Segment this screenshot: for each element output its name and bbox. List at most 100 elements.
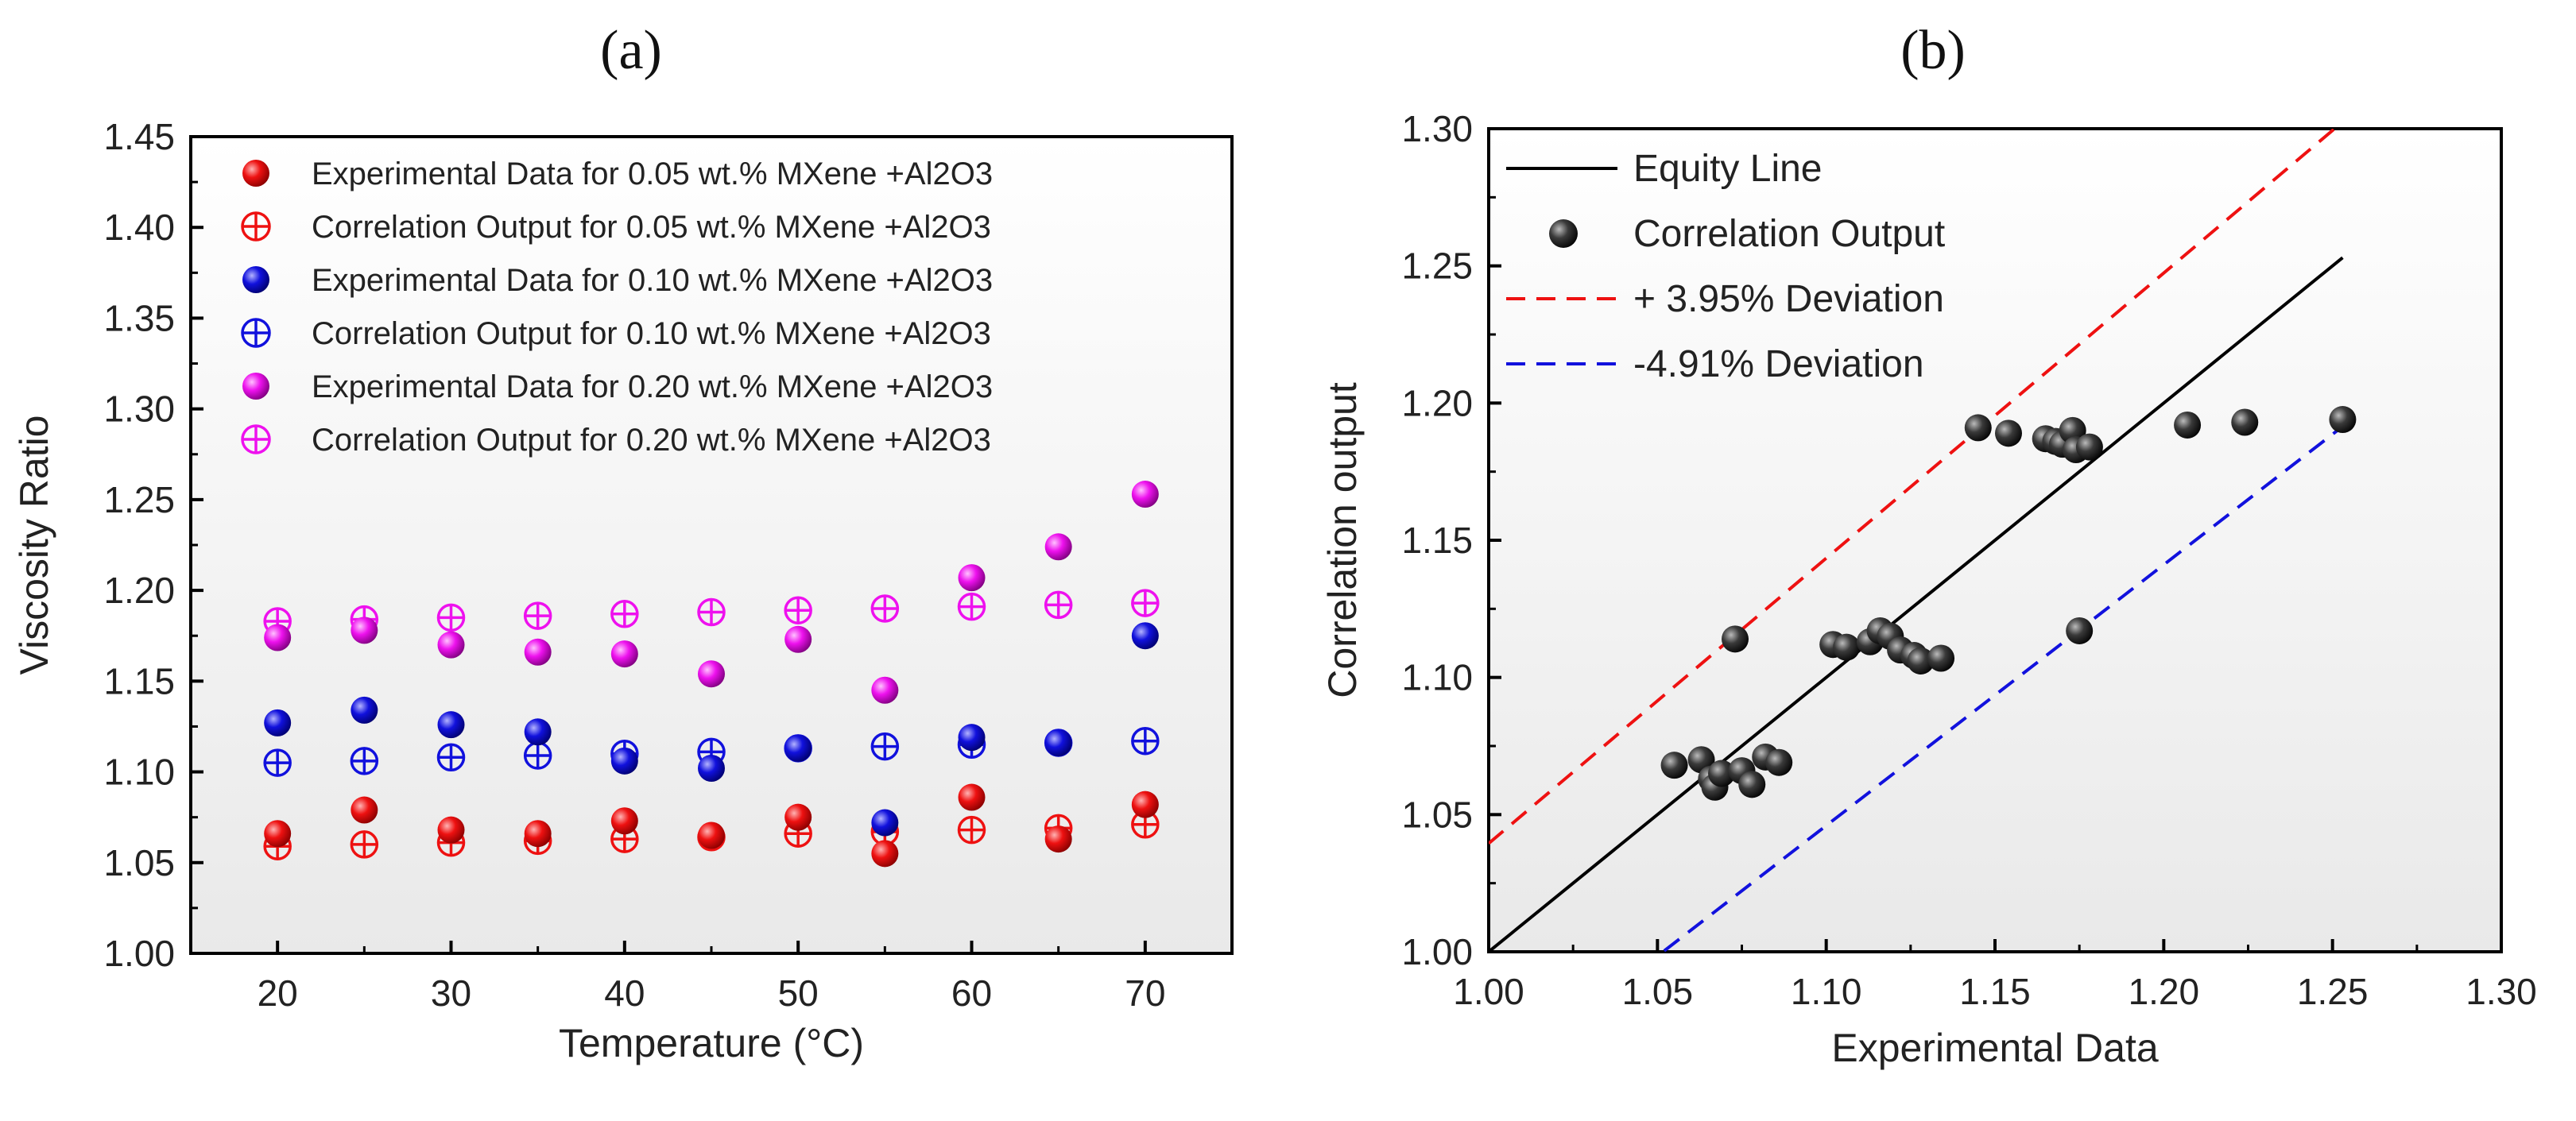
- panel-b-correlation-point: [1722, 625, 1749, 653]
- panel-a-experimental-point: [871, 840, 899, 868]
- legend-marker-correlation-output: [1549, 219, 1578, 248]
- panel-a-experimental-point: [958, 564, 986, 592]
- panel-a-correlation-point: [870, 594, 900, 623]
- panel-b-minus-deviation-line: [1663, 425, 2344, 952]
- panel-b-correlation-point: [1833, 633, 1861, 661]
- panel-a-y-tick-label: 1.00: [103, 933, 175, 974]
- legend-marker-exp-005: [242, 160, 269, 187]
- legend-marker-exp-010: [242, 266, 269, 293]
- panel-a-y-axis: 1.00 1.05 1.10 1.15 1.20 1.25 1.30 1.35 1.40 1.45: [103, 116, 203, 974]
- panel-a-experimental-point: [784, 734, 812, 762]
- panel-a-correlation-point: [350, 830, 379, 859]
- panel-a-correlation-point: [436, 603, 466, 632]
- legend-marker-exp-020: [242, 373, 269, 400]
- panel-a-y-tick-label: 1.05: [103, 842, 175, 883]
- panel-a-x-tick-label: 60: [951, 972, 992, 1014]
- panel-a-correlation-point: [1131, 726, 1160, 756]
- panel-a-legend: Experimental Data for 0.05 wt.% MXene +A…: [241, 157, 993, 458]
- panel-a-label: (a): [600, 20, 662, 81]
- panel-b-correlation-point: [1964, 414, 1992, 442]
- panel-b-x-tick-label: 1.15: [1959, 971, 2031, 1012]
- panel-a-x-tick-label: 70: [1125, 972, 1165, 1014]
- panel-a-correlation-point: [436, 743, 466, 772]
- panel-a-experimental-point: [610, 640, 638, 668]
- panel-b-correlation-point: [1738, 771, 1766, 798]
- panel-b-x-tick-label: 1.30: [2466, 971, 2537, 1012]
- panel-a-experimental-point: [1044, 729, 1072, 757]
- legend-label-correlation-output: Correlation Output: [1633, 213, 1945, 255]
- panel-a-experimental-point: [524, 718, 552, 746]
- panel-a-experimental-point: [958, 724, 986, 752]
- panel-a-correlation-point: [1131, 589, 1160, 617]
- legend-label-exp-010: Experimental Data for 0.10 wt.% MXene +A…: [312, 263, 993, 298]
- panel-a-experimental-point: [698, 660, 725, 688]
- panel-a-correlation-point: [350, 747, 379, 775]
- legend-label-exp-020: Experimental Data for 0.20 wt.% MXene +A…: [312, 369, 993, 404]
- panel-b-x-tick-label: 1.00: [1453, 971, 1524, 1012]
- panel-b-correlation-point: [2066, 617, 2094, 644]
- legend-label-minus-deviation: -4.91% Deviation: [1633, 343, 1924, 385]
- panel-b-y-tick-label: 1.05: [1401, 794, 1473, 835]
- panel-a-y-tick-label: 1.30: [103, 388, 175, 430]
- panel-a-experimental-point: [958, 783, 986, 811]
- panel-b-correlation-point: [2174, 411, 2202, 439]
- panel-a-x-tick-label: 50: [778, 972, 819, 1014]
- panel-b-correlation-point: [2329, 406, 2357, 434]
- panel-b-x-tick-label: 1.20: [2129, 971, 2200, 1012]
- panel-a-experimental-point: [871, 809, 899, 837]
- legend-marker-corr-020: [241, 424, 271, 454]
- panel-b-x-axis: 1.00 1.05 1.10 1.15 1.20 1.25 1.30: [1453, 939, 2537, 1012]
- panel-b: (b) 1.001.051.101.151.201.251.30 1.00 1.0…: [1320, 20, 2537, 1070]
- panel-a-experimental-point: [1131, 622, 1159, 650]
- panel-a-experimental-point: [871, 676, 899, 704]
- panel-a-experimental-point: [610, 747, 638, 775]
- panel-b-x-tick-label: 1.10: [1791, 971, 1862, 1012]
- panel-b-y-tick-label: 1.25: [1401, 245, 1473, 287]
- panel-b-correlation-point: [1927, 644, 1955, 672]
- panel-a-experimental-point: [264, 624, 292, 651]
- panel-a-experimental-point: [1044, 533, 1072, 561]
- panel-b-equity-line: [1489, 256, 2344, 952]
- panel-a-experimental-point: [264, 709, 292, 736]
- panel-a-experimental-point: [524, 820, 552, 848]
- panel-b-legend: Equity Line Correlation Output + 3.95% D…: [1506, 148, 1945, 385]
- panel-a-experimental-point: [1131, 790, 1159, 818]
- panel-a-x-axis: 20 30 40 50 60 70: [258, 941, 1165, 1014]
- panel-a-data-points: [263, 481, 1160, 868]
- panel-b-reference-lines: [1489, 129, 2344, 952]
- panel-a-x-tick-label: 40: [604, 972, 645, 1014]
- panel-a-y-tick-label: 1.35: [103, 297, 175, 338]
- panel-a-x-axis-title: Temperature (°C): [559, 1021, 864, 1065]
- panel-a-experimental-point: [437, 711, 465, 739]
- panel-a-y-tick-label: 1.40: [103, 207, 175, 248]
- panel-a-experimental-point: [784, 803, 812, 831]
- legend-label-corr-020: Correlation Output for 0.20 wt.% MXene +…: [312, 423, 991, 458]
- panel-b-x-tick-label: 1.05: [1622, 971, 1694, 1012]
- panel-a-experimental-point: [784, 625, 812, 653]
- legend-marker-corr-010: [241, 318, 271, 348]
- panel-b-correlation-point: [2231, 408, 2259, 436]
- panel-b-y-tick-label: 1.15: [1401, 520, 1473, 561]
- legend-label-exp-005: Experimental Data for 0.05 wt.% MXene +A…: [312, 157, 993, 191]
- panel-a-experimental-point: [351, 617, 378, 644]
- panel-a-y-axis-title: Viscosity Ratio: [12, 416, 56, 675]
- panel-a-correlation-point: [523, 601, 552, 630]
- panel-a-correlation-point: [523, 741, 552, 770]
- panel-b-plus-deviation-line: [1489, 129, 2338, 845]
- panel-a-y-tick-label: 1.45: [103, 116, 175, 157]
- panel-a-correlation-point: [957, 592, 986, 621]
- legend-label-corr-005: Correlation Output for 0.05 wt.% MXene +…: [312, 210, 991, 245]
- panel-b-correlation-point: [1907, 647, 1935, 675]
- panel-a-correlation-point: [697, 597, 726, 627]
- panel-b-correlation-point: [1994, 419, 2022, 447]
- panel-a-experimental-point: [610, 807, 638, 835]
- panel-b-label: (b): [1900, 20, 1966, 81]
- panel-b-data-points: [1660, 406, 2357, 801]
- panel-a-y-tick-label: 1.10: [103, 752, 175, 793]
- panel-b-correlation-point: [2075, 433, 2103, 461]
- panel-a-correlation-point: [784, 596, 812, 624]
- panel-a-experimental-point: [351, 696, 378, 724]
- panel-a-experimental-point: [437, 631, 465, 659]
- panel-b-x-axis-title: Experimental Data: [1831, 1026, 2158, 1070]
- panel-a-experimental-point: [351, 796, 378, 824]
